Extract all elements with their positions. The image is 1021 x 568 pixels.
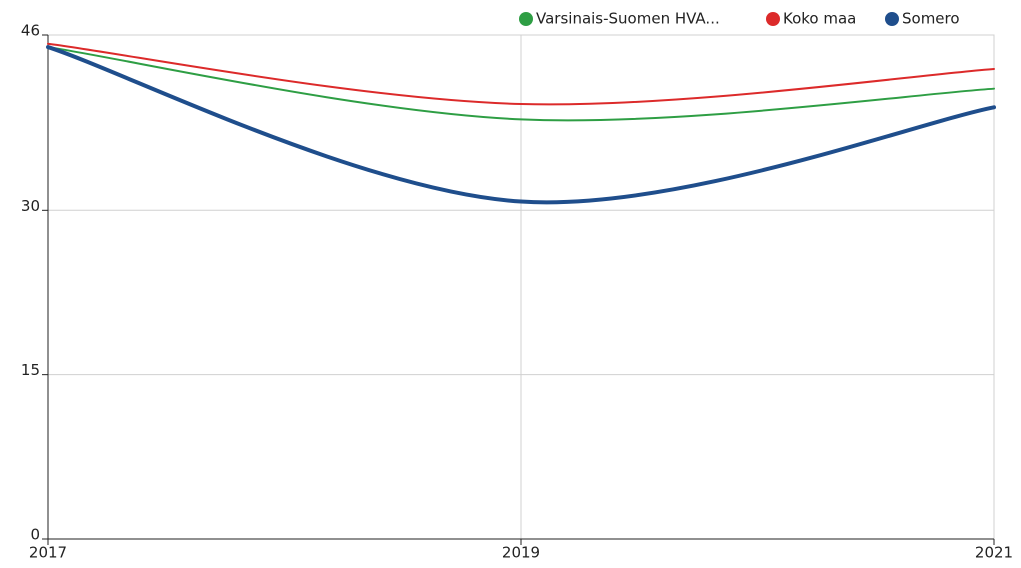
x-tick-label: 2021 bbox=[975, 544, 1013, 562]
x-tick-label: 2017 bbox=[29, 544, 67, 562]
y-tick-label: 0 bbox=[30, 526, 40, 544]
series-line bbox=[47, 46, 995, 122]
x-tick-label: 2019 bbox=[502, 544, 540, 562]
legend-marker bbox=[766, 12, 780, 26]
legend-label: Varsinais-Suomen HVA... bbox=[536, 10, 720, 28]
y-tick-label: 46 bbox=[21, 22, 40, 40]
series-line bbox=[46, 45, 996, 205]
y-tick-label: 15 bbox=[21, 361, 40, 379]
series-line bbox=[47, 42, 995, 106]
legend-marker bbox=[885, 12, 899, 26]
legend-label: Somero bbox=[902, 10, 960, 28]
legend-label: Koko maa bbox=[783, 10, 856, 28]
y-tick-label: 30 bbox=[21, 197, 40, 215]
legend-marker bbox=[519, 12, 533, 26]
